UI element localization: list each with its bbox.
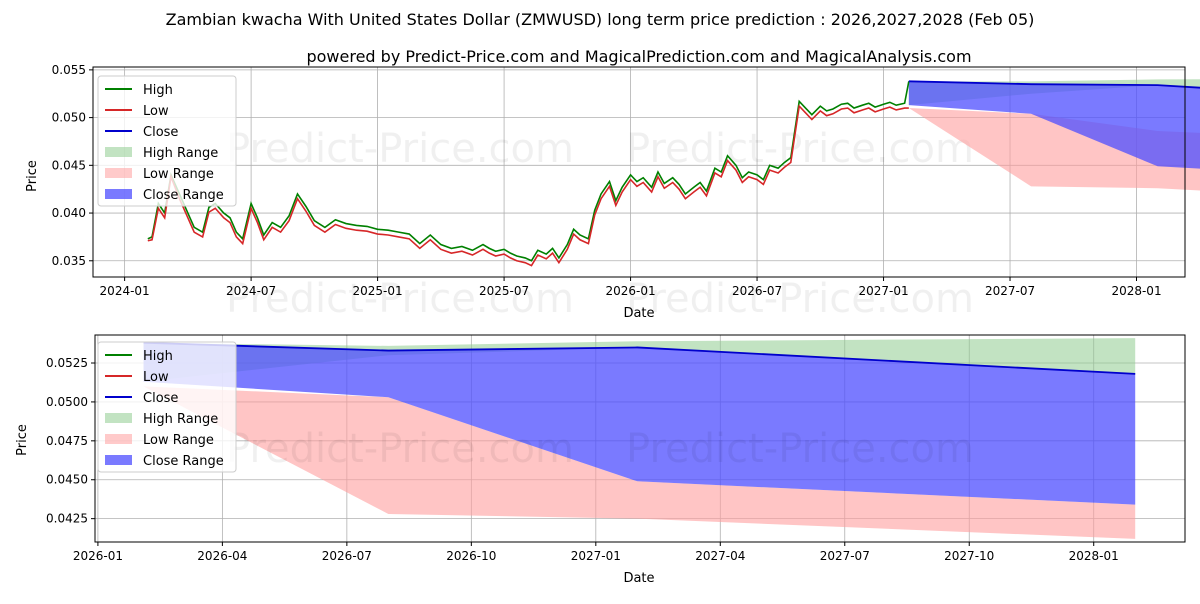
x-tick-label: 2027-04 xyxy=(695,549,745,563)
top-watermark-1: Predict-Price.com xyxy=(226,126,574,172)
legend-label: Low Range xyxy=(143,433,214,448)
top-axes: 2024-01 2024-07 2025-01 2025-07 2026-01 2026-… xyxy=(52,63,1162,298)
legend-box xyxy=(97,75,237,207)
bottom-plot-frame xyxy=(94,334,1186,543)
top-legend: High Low Close High Range Low Range Close Ran… xyxy=(97,75,237,207)
x-tick-label: 2026-04 xyxy=(197,549,247,563)
bottom-watermark-1: Predict-Price.com xyxy=(226,426,574,472)
x-tick-label: 2027-07 xyxy=(820,549,870,563)
y-tick-label: 0.035 xyxy=(52,254,86,268)
x-tick-label: 2025-01 xyxy=(353,284,403,298)
legend-label: Close xyxy=(143,125,178,140)
bottom-marks xyxy=(143,338,1136,539)
chart-title: Zambian kwacha With United States Dollar… xyxy=(166,10,1035,29)
top-plot-frame xyxy=(92,66,1186,278)
legend-label: Close xyxy=(143,391,178,406)
x-tick-label: 2027-10 xyxy=(944,549,994,563)
y-tick-label: 0.0450 xyxy=(46,473,88,487)
low-range-area xyxy=(143,386,1136,539)
close-line xyxy=(143,341,1136,375)
x-tick-label: 2027-01 xyxy=(571,549,621,563)
top-watermark-2: Predict-Price.com xyxy=(626,126,974,172)
bottom-watermark-2: Predict-Price.com xyxy=(626,426,974,472)
bottom-legend: High Low Close High Range Low Range Close Ran… xyxy=(97,341,237,473)
legend-patch-3 xyxy=(105,413,132,423)
legend-label: High Range xyxy=(143,412,218,427)
high-range-area xyxy=(143,338,1136,382)
legend-label: Low xyxy=(143,370,169,385)
legend-label: Low Range xyxy=(143,167,214,182)
x-tick-label: 2026-01 xyxy=(73,549,123,563)
x-tick-label: 2026-01 xyxy=(605,284,655,298)
x-tick-label: 2025-07 xyxy=(479,284,529,298)
top-ylabel: Price xyxy=(25,160,40,192)
y-tick-label: 0.040 xyxy=(52,206,86,220)
x-tick-label: 2026-10 xyxy=(446,549,496,563)
legend-patch-5 xyxy=(105,189,132,199)
x-tick-label: 2027-07 xyxy=(985,284,1035,298)
legend-patch-4 xyxy=(105,168,132,178)
y-tick-label: 0.050 xyxy=(52,111,86,125)
x-tick-label: 2027-01 xyxy=(858,284,908,298)
legend-patch-5 xyxy=(105,455,132,465)
legend-label: Low xyxy=(143,104,169,119)
chart-subtitle: powered by Predict-Price.com and Magical… xyxy=(306,47,971,66)
bottom-ylabel: Price xyxy=(15,424,30,456)
x-tick-label: 2028-01 xyxy=(1069,549,1119,563)
top-watermark-4: Predict-Price.com xyxy=(626,276,974,322)
x-tick-label: 2028-01 xyxy=(1111,284,1161,298)
y-tick-label: 0.0475 xyxy=(46,434,88,448)
y-tick-label: 0.0425 xyxy=(46,512,88,526)
y-tick-label: 0.0500 xyxy=(46,395,88,409)
x-tick-label: 2024-07 xyxy=(226,284,276,298)
top-watermark-3: Predict-Price.com xyxy=(226,276,574,322)
top-xlabel: Date xyxy=(623,306,654,321)
legend-patch-4 xyxy=(105,434,132,444)
x-tick-label: 2026-07 xyxy=(322,549,372,563)
bottom-chart: Predict-Price.com Predict-Price.com 2026… xyxy=(15,334,1186,586)
y-tick-label: 0.045 xyxy=(52,158,86,172)
legend-box xyxy=(97,341,237,473)
top-marks xyxy=(147,79,1200,267)
top-chart: Predict-Price.com Predict-Price.com Pred… xyxy=(25,63,1200,322)
legend-label: High Range xyxy=(143,146,218,161)
legend-label: High xyxy=(143,83,173,98)
y-tick-label: 0.055 xyxy=(52,63,86,77)
legend-label: Close Range xyxy=(143,454,224,469)
close-range-area xyxy=(908,81,1200,169)
x-tick-label: 2026-07 xyxy=(732,284,782,298)
close-range-area xyxy=(143,342,1136,505)
y-tick-label: 0.0525 xyxy=(46,356,88,370)
close-line xyxy=(908,80,1200,89)
low-line xyxy=(147,104,909,267)
bottom-xlabel: Date xyxy=(623,571,654,586)
legend-label: High xyxy=(143,349,173,364)
legend-label: Close Range xyxy=(143,188,224,203)
legend-patch-3 xyxy=(105,147,132,157)
bottom-axes: 2026-01 2026-04 2026-07 2026-10 2027-01 2027-… xyxy=(46,356,1119,563)
x-tick-label: 2024-01 xyxy=(100,284,150,298)
